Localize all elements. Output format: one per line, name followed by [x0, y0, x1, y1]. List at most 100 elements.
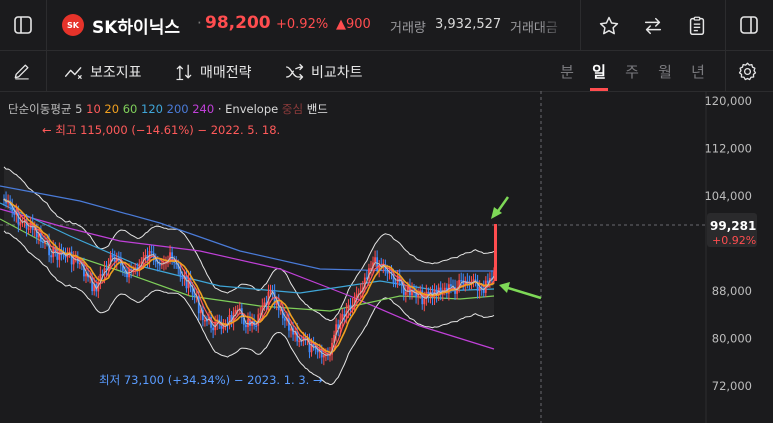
candle-body	[460, 280, 463, 282]
candle-body	[273, 292, 276, 305]
current-change-label: +0.92%	[712, 234, 756, 247]
period-week[interactable]: 주	[625, 63, 639, 81]
candle-body	[458, 280, 461, 288]
pencil-icon[interactable]	[10, 59, 34, 83]
candle-body	[359, 290, 362, 294]
candle-body	[308, 338, 311, 353]
candle-body	[31, 222, 34, 230]
volume-label: 거래량	[390, 21, 426, 36]
candle-body	[281, 309, 284, 319]
y-tick-label: 72,000	[712, 379, 752, 393]
candle-body	[128, 269, 130, 278]
candle-body	[70, 251, 73, 265]
envelope-upper-line	[3, 166, 495, 322]
candle-body	[154, 260, 157, 262]
candle-body	[175, 263, 178, 265]
volume-value: 3,932,527	[435, 17, 502, 32]
candle-body	[242, 317, 245, 325]
divider	[580, 0, 581, 50]
ma-20-line	[3, 198, 495, 354]
candle-body	[341, 314, 344, 321]
change-amount: ▲900	[336, 17, 371, 32]
candle-body	[263, 302, 266, 307]
envelope-lower-line	[3, 230, 495, 386]
candle-body	[83, 263, 85, 277]
candle-body	[56, 252, 59, 260]
candle-body	[322, 355, 325, 358]
candle-body	[199, 310, 202, 314]
candle-body	[181, 275, 184, 279]
star-icon[interactable]	[596, 13, 622, 39]
candle-body	[380, 264, 383, 267]
candle-body	[150, 251, 153, 253]
period-minute[interactable]: 분	[560, 63, 574, 81]
candle-body	[402, 285, 405, 295]
candle-body	[185, 275, 188, 289]
candle-body	[19, 222, 22, 225]
candle-body	[443, 287, 446, 291]
active-period-indicator	[590, 88, 608, 91]
candle-body	[197, 296, 200, 314]
candle-body	[312, 343, 315, 347]
candle-body	[230, 315, 233, 323]
candle-body	[25, 220, 28, 229]
candle-body	[351, 305, 354, 310]
compare-label: 비교차트	[311, 65, 363, 81]
candle-body	[353, 296, 356, 306]
stock-name[interactable]: SK하이닉스	[92, 18, 180, 38]
envelope-band-fill	[4, 166, 494, 385]
strategy-button[interactable]: 매매전략	[174, 61, 252, 83]
candle-body	[462, 280, 465, 285]
candle-body	[234, 309, 237, 313]
candle-body	[480, 287, 483, 289]
period-day[interactable]: 일	[592, 63, 606, 81]
candle-body	[464, 280, 467, 285]
candle-body	[279, 309, 282, 312]
indicator-icon	[64, 67, 82, 80]
candle-body	[37, 233, 40, 238]
divider	[46, 51, 47, 91]
swap-arrows-icon[interactable]	[640, 13, 666, 39]
sidebar-toggle-icon[interactable]	[10, 12, 36, 38]
logo-text: SK	[67, 20, 79, 30]
candle-body	[245, 324, 247, 328]
current-price: 98,200	[205, 13, 271, 33]
candle-body	[335, 324, 338, 335]
candle-body	[158, 263, 161, 266]
candle-body	[333, 334, 335, 343]
high-annotation: ← 최고 115,000 (−14.61%) − 2022. 5. 18.	[42, 123, 281, 137]
panel-toggle-icon[interactable]	[736, 12, 762, 38]
indicator-label: 보조지표	[90, 65, 142, 81]
candle-body	[99, 274, 102, 282]
clipboard-icon[interactable]	[684, 13, 710, 39]
candle-body	[255, 325, 258, 328]
candle-body	[189, 278, 192, 288]
green-arrow-side	[499, 282, 542, 300]
candle-body	[316, 349, 319, 353]
candle-body	[109, 255, 112, 265]
candle-body	[187, 278, 190, 289]
candle-body	[392, 273, 395, 283]
price-chart[interactable]: 120,000112,000104,00088,00080,00072,000 …	[0, 91, 773, 423]
period-year[interactable]: 년	[691, 63, 705, 81]
candle-body	[435, 290, 438, 296]
candle-body	[396, 275, 399, 283]
indicator-button[interactable]: 보조지표	[64, 61, 142, 83]
legend-ma-120: 120	[141, 102, 163, 116]
candle-body	[101, 274, 104, 276]
period-month[interactable]: 월	[658, 63, 672, 81]
candle-body	[456, 287, 458, 294]
gear-icon[interactable]	[735, 59, 759, 83]
candle-body	[156, 261, 159, 264]
compare-button[interactable]: 비교차트	[285, 61, 363, 83]
green-arrow-top	[491, 196, 510, 219]
candle-body	[111, 255, 114, 258]
candle-body	[365, 277, 368, 280]
candle-body	[11, 205, 14, 212]
candle-body	[324, 353, 327, 356]
candle-body	[452, 286, 454, 288]
change-percent: +0.92%	[276, 17, 329, 32]
last-candle	[494, 224, 497, 281]
candle-body	[386, 270, 389, 274]
candle-body	[179, 268, 182, 276]
